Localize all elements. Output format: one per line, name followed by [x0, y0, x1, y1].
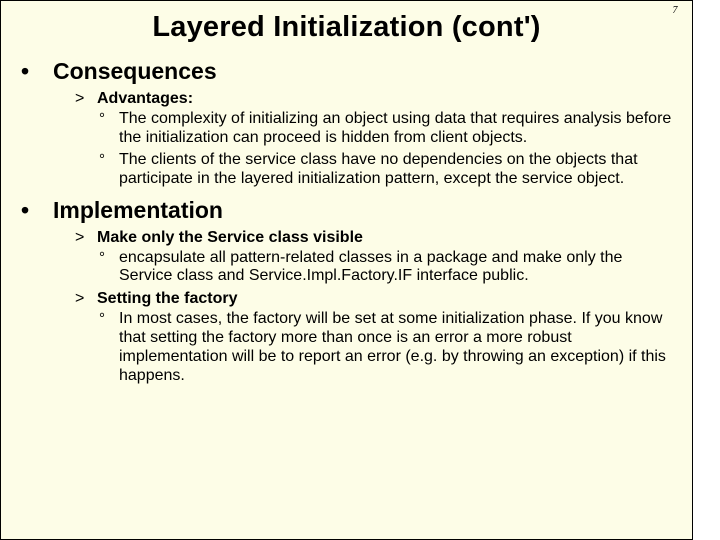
- point-row: ° encapsulate all pattern-related classe…: [99, 249, 680, 287]
- point-row: ° The complexity of initializing an obje…: [99, 110, 680, 148]
- sub2-list: ° In most cases, the factory will be set…: [99, 310, 680, 386]
- sub-row: > Make only the Service class visible: [75, 229, 680, 247]
- section-heading-row: • Consequences: [19, 58, 680, 85]
- point-row: ° In most cases, the factory will be set…: [99, 310, 680, 386]
- point-text: In most cases, the factory will be set a…: [119, 310, 680, 386]
- point-text: The complexity of initializing an object…: [119, 110, 680, 148]
- slide-title: Layered Initialization (cont'): [13, 11, 680, 44]
- point-text: The clients of the service class have no…: [119, 151, 680, 189]
- sub-row: > Setting the factory: [75, 290, 680, 308]
- bullet-l1: •: [19, 197, 53, 224]
- sub-heading: Make only the Service class visible: [97, 229, 363, 247]
- sub-row: > Advantages:: [75, 90, 680, 108]
- bullet-l3: °: [99, 110, 119, 127]
- section-consequences: • Consequences > Advantages: ° The compl…: [19, 58, 680, 189]
- point-text: encapsulate all pattern-related classes …: [119, 249, 680, 287]
- point-row: ° The clients of the service class have …: [99, 151, 680, 189]
- bullet-l1: •: [19, 58, 53, 85]
- sub-list: > Make only the Service class visible ° …: [75, 229, 680, 386]
- page-number: 7: [664, 5, 686, 16]
- sub2-list: ° The complexity of initializing an obje…: [99, 110, 680, 189]
- sub2-list: ° encapsulate all pattern-related classe…: [99, 249, 680, 287]
- sub-heading: Setting the factory: [97, 290, 237, 308]
- sub-list: > Advantages: ° The complexity of initia…: [75, 90, 680, 189]
- bullet-l2: >: [75, 90, 97, 108]
- sub-heading: Advantages:: [97, 90, 193, 108]
- bullet-l3: °: [99, 249, 119, 266]
- section-heading-row: • Implementation: [19, 197, 680, 224]
- section-heading: Implementation: [53, 197, 223, 224]
- section-implementation: • Implementation > Make only the Service…: [19, 197, 680, 386]
- section-heading: Consequences: [53, 58, 217, 85]
- bullet-l3: °: [99, 151, 119, 168]
- bullet-l2: >: [75, 229, 97, 247]
- bullet-l3: °: [99, 310, 119, 327]
- slide: 7 Layered Initialization (cont') • Conse…: [0, 0, 693, 540]
- bullet-l2: >: [75, 290, 97, 308]
